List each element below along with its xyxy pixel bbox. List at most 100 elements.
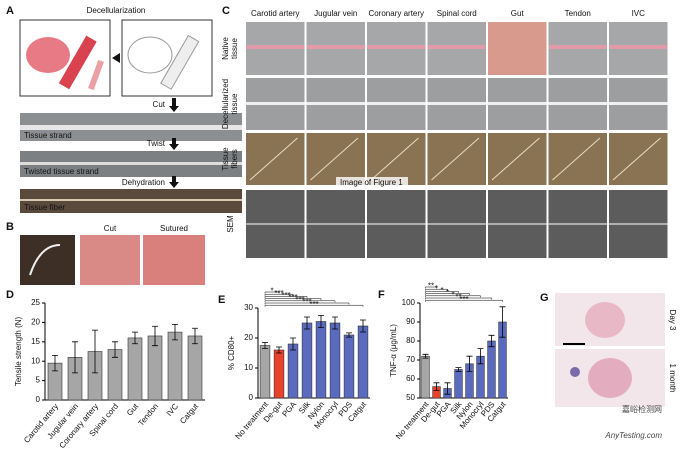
panel-label: G bbox=[540, 292, 549, 304]
error-bar bbox=[346, 332, 352, 338]
significance-bracket bbox=[425, 288, 448, 291]
fiber bbox=[29, 244, 61, 276]
row-label: 1 month bbox=[668, 364, 677, 393]
significance-label: *** bbox=[302, 298, 311, 307]
column-header: Coronary artery bbox=[368, 9, 424, 18]
photo bbox=[548, 133, 607, 185]
bar bbox=[287, 343, 299, 399]
y-axis-label: % CD80+ bbox=[227, 335, 236, 370]
y-tick-label: 0 bbox=[249, 393, 254, 402]
photo bbox=[488, 22, 547, 75]
vessel bbox=[58, 35, 97, 90]
significance-bracket bbox=[264, 304, 364, 307]
tissue bbox=[367, 102, 426, 105]
gut-decell bbox=[127, 36, 173, 74]
fiber bbox=[431, 137, 480, 181]
step-label: Twist bbox=[147, 139, 166, 148]
significance-label: * bbox=[451, 290, 454, 299]
row-label: tissue bbox=[230, 38, 239, 59]
y-tick-label: 5 bbox=[36, 376, 41, 385]
y-tick-label: 0 bbox=[36, 395, 41, 404]
panel-title: Decellularization bbox=[87, 6, 146, 15]
y-tick-label: 90 bbox=[406, 317, 415, 326]
error-bar bbox=[488, 334, 495, 348]
bar bbox=[329, 322, 341, 399]
panel-label: B bbox=[6, 221, 14, 233]
bar bbox=[273, 349, 285, 399]
panel-label: C bbox=[222, 5, 230, 17]
vessel bbox=[88, 59, 104, 91]
significance-label: * bbox=[440, 286, 443, 295]
image-label: Tissue strand bbox=[24, 131, 72, 140]
photo bbox=[488, 133, 547, 185]
step-label: Cut bbox=[153, 100, 166, 109]
tissue bbox=[488, 102, 547, 105]
fiber bbox=[612, 137, 661, 181]
image-label: Tissue fiber bbox=[24, 203, 65, 212]
vessel bbox=[160, 34, 200, 90]
photo bbox=[306, 133, 365, 185]
error-bar bbox=[466, 355, 473, 372]
error-bar bbox=[304, 316, 310, 330]
photo bbox=[80, 235, 140, 285]
significance-bracket bbox=[264, 302, 350, 305]
scale-bar bbox=[563, 343, 585, 345]
significance-bracket bbox=[264, 296, 308, 298]
bar bbox=[259, 345, 271, 399]
significance-label: ** bbox=[428, 282, 434, 291]
error-bar bbox=[290, 337, 296, 351]
tissue bbox=[306, 102, 365, 105]
y-tick-label: 15 bbox=[31, 337, 40, 346]
error-bar bbox=[72, 341, 78, 374]
tissue bbox=[306, 45, 365, 49]
x-tick-label: Gut bbox=[125, 401, 141, 417]
bar bbox=[167, 331, 183, 401]
photo bbox=[427, 133, 486, 185]
error-bar bbox=[477, 348, 484, 365]
fiber bbox=[20, 199, 242, 201]
error-bar bbox=[444, 382, 451, 395]
fiber bbox=[249, 137, 298, 181]
photo bbox=[609, 133, 668, 185]
column-header: Spinal cord bbox=[437, 9, 477, 18]
error-bar bbox=[360, 319, 366, 333]
significance-label: *** bbox=[288, 293, 297, 302]
row-label: Native bbox=[221, 37, 230, 60]
significance-bracket bbox=[264, 298, 322, 301]
watermark: AnyTesting.com bbox=[604, 431, 662, 440]
significance-label: *** bbox=[281, 291, 290, 300]
y-tick-label: 10 bbox=[31, 356, 40, 365]
tissue bbox=[427, 102, 486, 105]
histology bbox=[588, 358, 632, 398]
significance-bracket bbox=[425, 286, 437, 289]
bar bbox=[454, 369, 463, 399]
error-bar bbox=[112, 341, 118, 358]
x-tick-label: PGA bbox=[280, 399, 298, 418]
watermark: 嘉峪检测网 bbox=[622, 404, 662, 414]
error-bar bbox=[172, 323, 178, 341]
tissue bbox=[548, 102, 607, 105]
bar bbox=[343, 334, 355, 399]
y-tick-label: 100 bbox=[402, 298, 416, 307]
column-header: Gut bbox=[511, 9, 525, 18]
histology bbox=[570, 367, 580, 377]
y-tick-label: 50 bbox=[406, 393, 415, 402]
panel-label: F bbox=[378, 289, 385, 301]
significance-bracket bbox=[425, 297, 492, 300]
fiber bbox=[310, 137, 359, 181]
row-label: SEM bbox=[226, 215, 235, 233]
significance-label: *** bbox=[459, 295, 468, 304]
error-bar bbox=[262, 342, 268, 349]
error-bar bbox=[276, 346, 282, 354]
photo bbox=[367, 133, 426, 185]
error-bar bbox=[132, 331, 138, 345]
tissue bbox=[427, 45, 486, 49]
y-tick-label: 20 bbox=[31, 318, 40, 327]
row-label: Tissue bbox=[221, 147, 230, 171]
photo bbox=[246, 133, 305, 185]
error-bar bbox=[92, 329, 98, 374]
bar bbox=[127, 337, 143, 401]
histology bbox=[585, 302, 625, 338]
